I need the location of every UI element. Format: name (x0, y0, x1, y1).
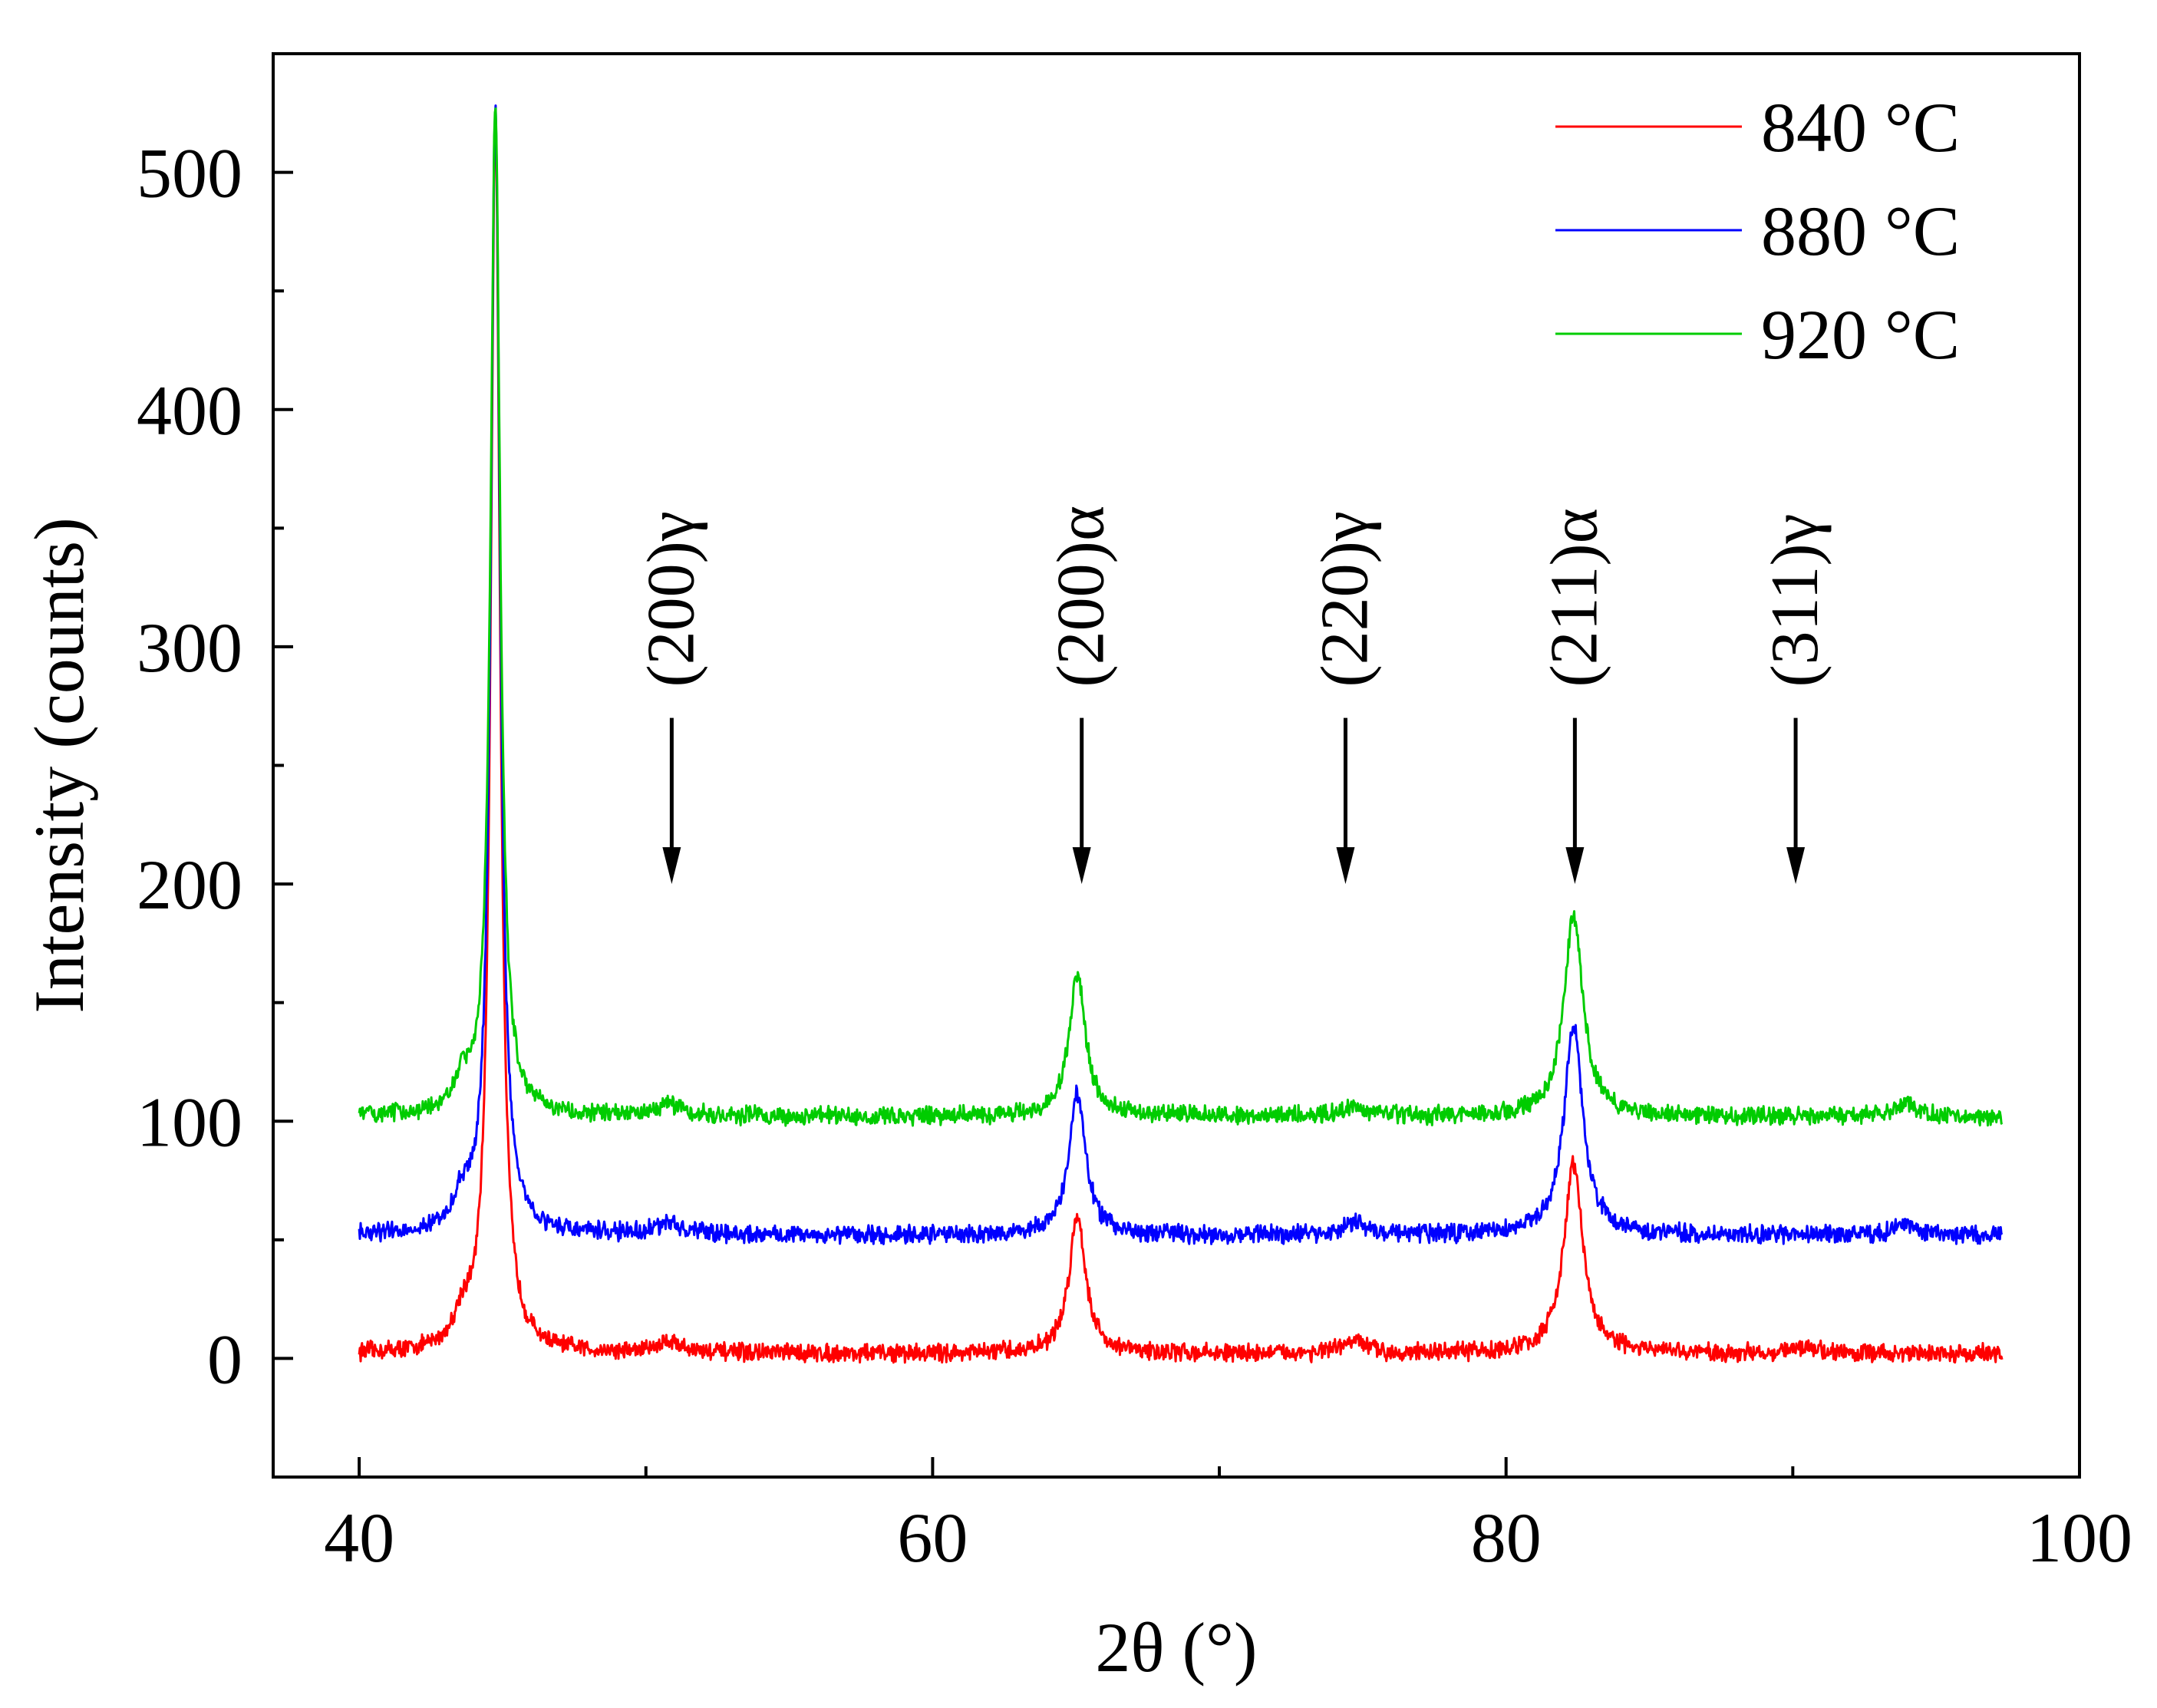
legend-label-1: 880 °C (1761, 192, 1960, 270)
annotation-label-2: (220)γ (1308, 511, 1382, 687)
x-tick-label-60: 60 (897, 1499, 968, 1577)
annotation-arrow-head-2 (1336, 847, 1355, 885)
legend-label-0: 840 °C (1761, 88, 1960, 167)
series-line-0 (358, 117, 2004, 1364)
series-line-1 (358, 104, 2004, 1245)
x-axis: 40 60 80 100 (324, 1457, 2132, 1577)
annotation-arrow-head-1 (1072, 847, 1091, 885)
annotation-arrow-head-3 (1565, 847, 1585, 885)
x-tick-label-40: 40 (324, 1499, 394, 1577)
legend: 840 °C 880 °C 920 °C (1555, 88, 1960, 374)
annotation-label-4: (311)γ (1758, 513, 1832, 687)
annotation-arrow-head-4 (1786, 847, 1806, 885)
y-tick-label-100: 100 (137, 1083, 242, 1161)
annotation-label-3: (211)α (1537, 508, 1611, 687)
y-tick-label-400: 400 (137, 371, 242, 450)
legend-label-2: 920 °C (1761, 295, 1960, 374)
annotation-arrow-head-0 (662, 847, 681, 885)
x-tick-label-80: 80 (1471, 1499, 1542, 1577)
annotation-layer: (200)γ (200)α (220)γ (211)α (311)γ (634, 506, 1832, 885)
y-axis: 0 100 200 300 400 500 (137, 52, 293, 1479)
series-line-2 (358, 107, 2004, 1127)
annotation-label-0: (200)γ (634, 511, 708, 687)
y-tick-label-500: 500 (137, 134, 242, 213)
y-tick-label-0: 0 (207, 1320, 242, 1398)
y-tick-label-200: 200 (137, 846, 242, 924)
y-axis-title: Intensity (counts) (20, 517, 98, 1013)
annotation-label-1: (200)α (1044, 506, 1119, 687)
y-tick-label-300: 300 (137, 608, 242, 687)
x-tick-label-100: 100 (2027, 1499, 2132, 1577)
series-layer (358, 104, 2004, 1364)
x-axis-title: 2θ (°) (1095, 1608, 1257, 1687)
